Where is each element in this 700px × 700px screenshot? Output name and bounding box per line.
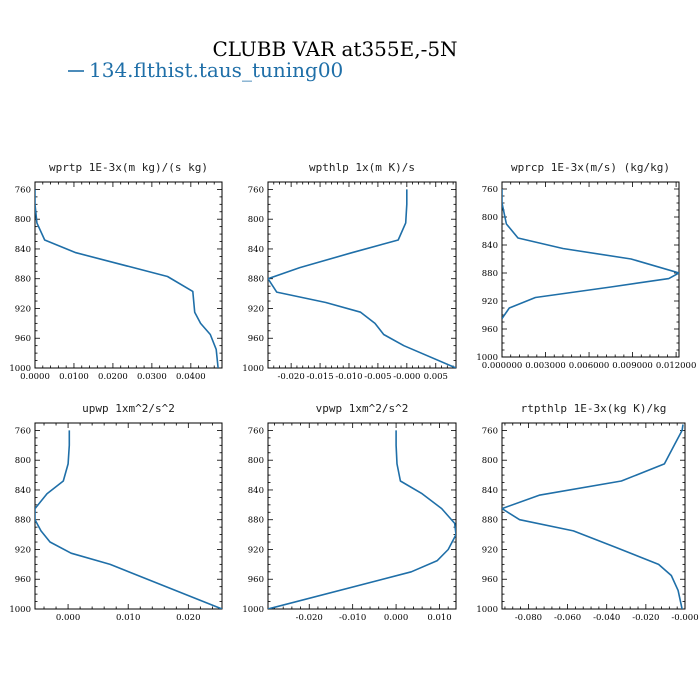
y-tick-label: 760: [15, 185, 31, 195]
y-tick-label: 800: [15, 456, 31, 466]
series-line: [35, 189, 219, 368]
series-line: [502, 189, 679, 319]
y-tick-label: 920: [15, 545, 31, 555]
x-tick-label: -0.060: [554, 613, 581, 623]
y-tick-label: 800: [482, 213, 498, 223]
y-tick-label: 800: [15, 215, 31, 225]
x-tick-label: -0.000: [393, 372, 420, 382]
y-tick-label: 960: [482, 325, 498, 335]
legend: 134.flthist.taus_tuning00: [68, 58, 343, 82]
y-tick-label: 760: [482, 185, 498, 195]
plot-frame: [267, 181, 457, 369]
x-tick-label: 0.010: [427, 613, 451, 623]
y-tick-label: 920: [15, 304, 31, 314]
y-tick-label: 1000: [9, 364, 31, 374]
y-tick-label: 840: [482, 486, 498, 496]
y-tick-label: 880: [15, 275, 31, 285]
panel-5: vpwp 1xm^2/s^2 760 800 840 880 920 960 1000 -0.0…: [242, 402, 457, 623]
y-tick-label: 920: [482, 545, 498, 555]
x-tick-label: 0.020: [176, 613, 200, 623]
y-tick-label: 840: [15, 486, 31, 496]
series-line: [35, 430, 222, 609]
x-tick-label: -0.010: [335, 372, 362, 382]
x-tick-label: 0.005: [424, 372, 448, 382]
x-tick-label: 0.000: [56, 613, 80, 623]
plot-frame: [267, 422, 457, 610]
y-tick-label: 840: [15, 245, 31, 255]
panel-title: upwp 1xm^2/s^2: [82, 402, 175, 415]
y-tick-label: 760: [248, 185, 264, 195]
plot-frame: [501, 422, 686, 610]
x-tick-label: 0.012000: [656, 361, 697, 371]
x-tick-label: 0.000: [384, 613, 408, 623]
x-tick-label: 0.003000: [525, 361, 566, 371]
y-tick-label: 800: [482, 456, 498, 466]
x-tick-label: 0.006000: [569, 361, 610, 371]
x-tick-label: -0.000: [671, 613, 698, 623]
y-tick-label: 880: [482, 269, 498, 279]
panel-grid: wprtp 1E-3x(m kg)/(s kg) 760 800 840 880 920 9…: [9, 161, 698, 623]
y-tick-label: 760: [15, 426, 31, 436]
series-line: [502, 424, 684, 609]
y-tick-label: 760: [482, 426, 498, 436]
y-tick-label: 880: [248, 516, 264, 526]
series-line: [268, 189, 456, 368]
plot-frame: [34, 181, 223, 369]
y-tick-label: 840: [482, 241, 498, 251]
y-tick-label: 960: [15, 334, 31, 344]
x-tick-label: 0.0400: [176, 372, 206, 382]
y-tick-label: 960: [482, 575, 498, 585]
x-tick-label: 0.0000: [20, 372, 50, 382]
x-tick-label: 0.010: [116, 613, 140, 623]
y-tick-label: 1000: [476, 353, 498, 363]
x-tick-label: 0.0200: [98, 372, 128, 382]
y-tick-label: 800: [248, 456, 264, 466]
x-tick-label: 0.0100: [59, 372, 89, 382]
y-tick-label: 840: [248, 245, 264, 255]
x-tick-label: -0.020: [278, 372, 305, 382]
plot-frame: [501, 181, 680, 358]
y-tick-label: 960: [248, 334, 264, 344]
y-tick-label: 920: [248, 545, 264, 555]
legend-label: 134.flthist.taus_tuning00: [89, 58, 343, 82]
y-tick-label: 1000: [9, 605, 31, 615]
x-tick-label: -0.010: [339, 613, 366, 623]
x-tick-label: -0.020: [632, 613, 659, 623]
panel-title: vpwp 1xm^2/s^2: [316, 402, 409, 415]
x-tick-label: 0.000000: [482, 361, 523, 371]
panel-title: wpthlp 1x(m K)/s: [309, 161, 415, 174]
panel-1: wprtp 1E-3x(m kg)/(s kg) 760 800 840 880 920 9…: [9, 161, 223, 382]
plot-frame: [34, 422, 223, 610]
y-tick-label: 960: [15, 575, 31, 585]
panel-3: wprcp 1E-3x(m/s) (kg/kg) 760 800 840 880 920 9…: [476, 161, 696, 371]
y-tick-label: 880: [248, 275, 264, 285]
y-tick-label: 880: [15, 516, 31, 526]
y-tick-label: 1000: [476, 605, 498, 615]
y-tick-label: 1000: [242, 605, 264, 615]
panel-4: upwp 1xm^2/s^2 760 800 840 880 920 960 1000 0.00…: [9, 402, 223, 623]
y-tick-label: 880: [482, 516, 498, 526]
panel-6: rtpthlp 1E-3x(kg K)/kg 760 800 840 880 920 960…: [476, 402, 698, 623]
x-tick-label: -0.080: [515, 613, 542, 623]
x-tick-label: -0.005: [364, 372, 391, 382]
series-line: [268, 430, 456, 609]
panel-title: wprtp 1E-3x(m kg)/(s kg): [49, 161, 208, 174]
panel-title: rtpthlp 1E-3x(kg K)/kg: [521, 402, 667, 415]
panel-2: wpthlp 1x(m K)/s 760 800 840 880 920 960 1000 -0…: [242, 161, 457, 382]
y-tick-label: 760: [248, 426, 264, 436]
y-tick-label: 920: [248, 304, 264, 314]
panel-title: wprcp 1E-3x(m/s) (kg/kg): [511, 161, 670, 174]
x-tick-label: -0.020: [296, 613, 323, 623]
y-tick-label: 1000: [242, 364, 264, 374]
x-tick-label: 0.009000: [612, 361, 653, 371]
x-tick-label: -0.015: [306, 372, 333, 382]
y-tick-label: 920: [482, 297, 498, 307]
figure-title: CLUBB VAR at355E,-5N: [212, 37, 457, 61]
y-tick-label: 960: [248, 575, 264, 585]
y-tick-label: 800: [248, 215, 264, 225]
y-tick-label: 840: [248, 486, 264, 496]
x-tick-label: -0.040: [593, 613, 620, 623]
x-tick-label: 0.0300: [137, 372, 167, 382]
